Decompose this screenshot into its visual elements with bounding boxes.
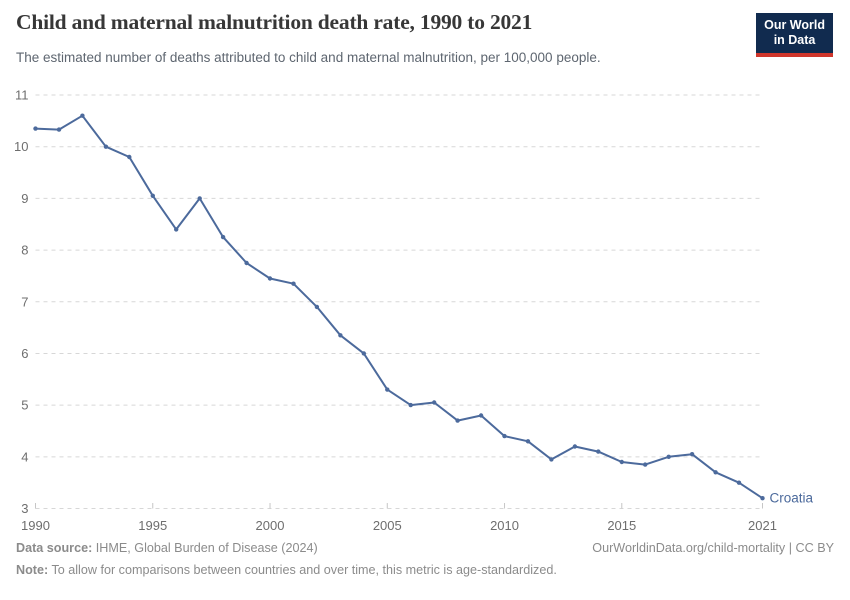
data-point[interactable] xyxy=(760,496,765,501)
data-point[interactable] xyxy=(103,144,109,149)
y-axis-tick-label: 5 xyxy=(21,398,28,413)
license-link[interactable]: OurWorldinData.org/child-mortality | CC … xyxy=(592,541,834,555)
data-point[interactable] xyxy=(220,234,226,240)
trend-line[interactable] xyxy=(34,114,764,500)
data-point[interactable] xyxy=(478,413,484,418)
data-point[interactable] xyxy=(80,113,85,118)
data-point[interactable] xyxy=(385,387,390,392)
data-source-text: IHME, Global Burden of Disease (2024) xyxy=(92,541,318,555)
x-axis-tick-label: 2010 xyxy=(490,518,519,533)
y-axis-tick-label: 10 xyxy=(14,139,28,154)
y-axis-tick-label: 4 xyxy=(21,449,28,464)
data-point[interactable] xyxy=(127,154,132,160)
data-point[interactable] xyxy=(572,444,578,449)
y-axis-tick-label: 7 xyxy=(21,294,28,309)
data-point[interactable] xyxy=(56,127,62,132)
y-axis-tick-label: 9 xyxy=(21,191,28,206)
y-axis-tick-label: 3 xyxy=(21,501,28,516)
data-point[interactable] xyxy=(525,439,531,444)
data-point[interactable] xyxy=(643,462,648,467)
chart-note-text: To allow for comparisons between countri… xyxy=(48,563,557,577)
chart-subtitle: The estimated number of deaths attribute… xyxy=(16,50,601,65)
data-point[interactable] xyxy=(244,260,249,266)
data-point[interactable] xyxy=(267,276,273,281)
data-point[interactable] xyxy=(150,193,155,198)
data-point[interactable] xyxy=(338,333,343,338)
x-axis-tick-label: 2021 xyxy=(748,518,777,533)
x-axis-tick-label: 2005 xyxy=(373,518,402,533)
line-chart: 3 4 5 6 7 8 9 10 11 1990 1995 2000 2005 2010 2015 2021 C… xyxy=(14,88,814,534)
data-point[interactable] xyxy=(197,196,202,201)
data-point[interactable] xyxy=(549,457,554,462)
data-point[interactable] xyxy=(33,126,38,131)
chart-note-label: Note: xyxy=(16,563,49,577)
page-title: Child and maternal malnutrition death ra… xyxy=(16,10,533,34)
data-point[interactable] xyxy=(314,304,320,310)
data-point[interactable] xyxy=(174,227,179,232)
data-point[interactable] xyxy=(619,459,624,465)
chart-footer: Data source: IHME, Global Burden of Dise… xyxy=(16,541,834,585)
y-axis-tick-label: 8 xyxy=(21,243,28,258)
data-point[interactable] xyxy=(713,470,718,475)
data-point[interactable] xyxy=(689,452,695,457)
owid-logo[interactable]: Our World in Data xyxy=(756,13,833,57)
data-source: Data source: IHME, Global Burden of Dise… xyxy=(16,541,318,555)
y-axis-tick-label: 6 xyxy=(21,346,28,361)
x-axis-tick-label: 2015 xyxy=(607,518,636,533)
data-source-label: Data source: xyxy=(16,541,93,555)
data-point[interactable] xyxy=(432,400,437,405)
x-axis-tick-label: 1990 xyxy=(21,518,50,533)
series-end-label[interactable]: Croatia xyxy=(770,491,814,506)
y-axis-tick-label: 11 xyxy=(15,88,29,103)
owid-logo-line1: Our World xyxy=(764,18,825,32)
data-point[interactable] xyxy=(408,402,413,408)
data-point[interactable] xyxy=(596,449,601,454)
data-point[interactable] xyxy=(666,454,671,459)
data-point[interactable] xyxy=(455,418,460,423)
data-point[interactable] xyxy=(736,480,742,485)
data-point[interactable] xyxy=(291,281,296,286)
x-axis-tick-label: 2000 xyxy=(256,518,285,533)
chart-note: Note: To allow for comparisons between c… xyxy=(16,563,834,577)
data-point[interactable] xyxy=(502,433,507,439)
data-point[interactable] xyxy=(361,351,366,356)
owid-logo-line2: in Data xyxy=(773,33,816,47)
x-axis-tick-label: 1995 xyxy=(138,518,167,533)
